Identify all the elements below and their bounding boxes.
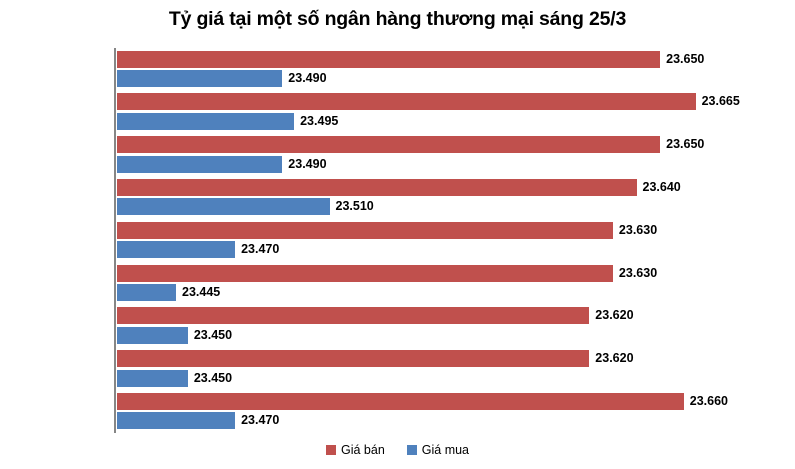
bar-sell-value: 23.650: [666, 51, 705, 66]
bar-sell: [117, 93, 696, 111]
bar-sell-value: 23.665: [701, 94, 740, 109]
bar-buy: [117, 412, 236, 430]
bar-sell: [117, 178, 637, 196]
legend-item-buy[interactable]: Giá mua: [406, 443, 470, 457]
bar-sell: [117, 136, 661, 154]
bar-buy-value: 23.510: [335, 199, 374, 214]
chart-legend: Giá bán Giá mua: [0, 443, 795, 457]
bar-buy-value: 23.490: [288, 156, 327, 171]
bar-sell: [117, 264, 613, 282]
legend-item-sell[interactable]: Giá bán: [325, 443, 385, 457]
bar-buy: [117, 369, 188, 387]
bar-buy-value: 23.445: [182, 285, 221, 299]
bar-buy: [117, 284, 177, 301]
bar-buy-value: 23.450: [193, 370, 233, 385]
bar-buy: [117, 70, 283, 87]
plot-area: LienVietPostBank23.65023.490VietinBank23…: [114, 48, 795, 433]
bar-buy-value: 23.450: [193, 327, 233, 342]
legend-label: Giá mua: [421, 443, 470, 457]
bar-sell: [117, 350, 590, 368]
bar-buy-value: 23.470: [241, 242, 280, 257]
bar-sell: [117, 50, 661, 68]
bar-sell-value: 23.660: [689, 393, 728, 408]
legend-swatch-icon: [325, 445, 336, 455]
bar-buy: [117, 241, 236, 259]
chart-title: Tỷ giá tại một số ngân hàng thương mại s…: [168, 8, 627, 30]
bar-sell: [117, 392, 684, 410]
bar-sell: [117, 221, 613, 239]
legend-swatch-icon: [406, 445, 417, 455]
bar-sell-value: 23.620: [595, 308, 634, 323]
bar-sell-value: 23.640: [642, 179, 681, 194]
bar-buy: [117, 155, 283, 173]
bar-sell-value: 23.630: [618, 265, 658, 280]
bar-sell-value: 23.650: [666, 137, 705, 152]
bar-buy: [117, 112, 295, 130]
bar-buy: [117, 326, 188, 344]
bar-sell-value: 23.630: [618, 222, 658, 237]
legend-label: Giá bán: [340, 443, 385, 457]
category-axis-line: [114, 48, 116, 433]
bar-buy-value: 23.490: [288, 71, 327, 85]
bar-buy-value: 23.495: [300, 113, 339, 128]
bar-buy: [117, 198, 330, 216]
bar-buy-value: 23.470: [241, 413, 280, 428]
bar-sell: [117, 307, 590, 325]
bar-sell-value: 23.620: [595, 351, 634, 366]
